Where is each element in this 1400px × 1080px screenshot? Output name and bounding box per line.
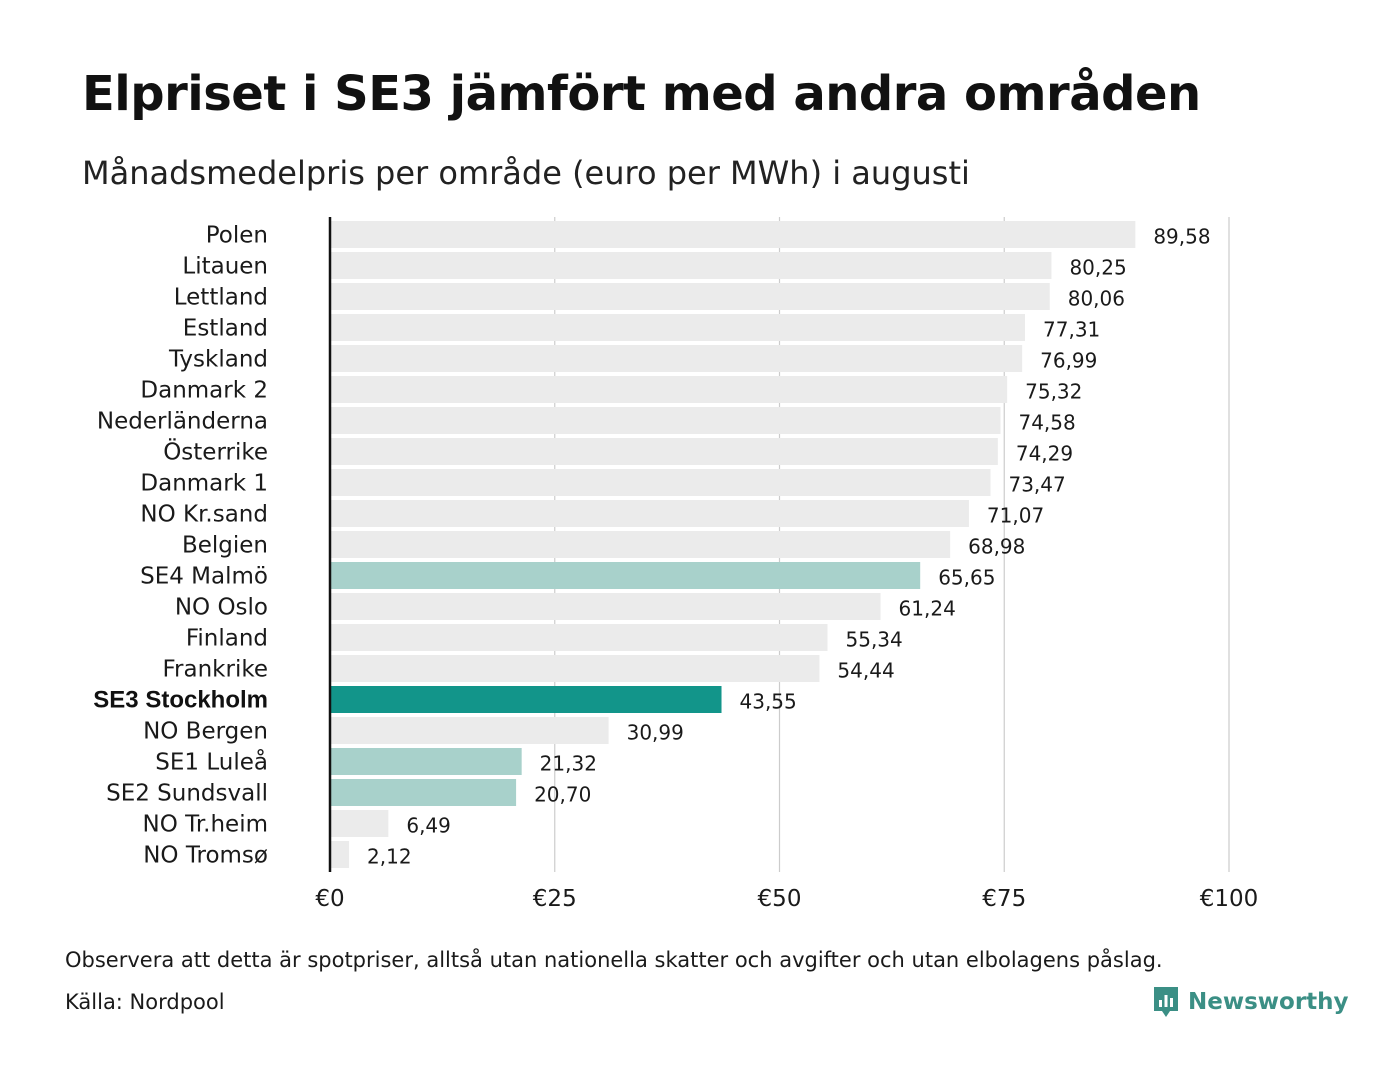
- category-label: Finland: [186, 626, 268, 652]
- category-label: Lettland: [174, 285, 268, 311]
- category-label: NO Tromsø: [143, 843, 268, 869]
- bar: [331, 562, 921, 589]
- x-tick-label: €0: [315, 886, 344, 912]
- bars: [331, 221, 1136, 868]
- data-label: 2,12: [367, 845, 412, 869]
- data-label: 68,98: [968, 535, 1025, 559]
- category-label: NO Tr.heim: [143, 812, 268, 838]
- category-label: Estland: [183, 316, 268, 342]
- category-label: NO Oslo: [175, 595, 268, 621]
- bar: [331, 314, 1026, 341]
- bar: [331, 500, 969, 527]
- category-label: SE4 Malmö: [140, 564, 268, 590]
- bar: [331, 593, 881, 620]
- chart-title: Elpriset i SE3 jämfört med andra områden: [82, 66, 1201, 122]
- bar: [331, 221, 1136, 248]
- data-label: 30,99: [627, 721, 684, 745]
- category-label: Österrike: [163, 438, 268, 466]
- data-label: 77,31: [1043, 318, 1100, 342]
- data-label: 20,70: [534, 783, 591, 807]
- category-label: NO Kr.sand: [140, 502, 268, 528]
- category-label: Danmark 2: [140, 378, 268, 404]
- category-label: SE3 Stockholm: [93, 687, 268, 714]
- bar: [331, 376, 1008, 403]
- data-label: 74,29: [1016, 442, 1073, 466]
- data-label: 76,99: [1040, 349, 1097, 373]
- category-labels: Polen Litauen Lettland Estland Tyskland Danma…: [93, 223, 268, 869]
- bar: [331, 717, 609, 744]
- bar: [331, 345, 1023, 372]
- data-label: 65,65: [938, 566, 995, 590]
- bar-chart: Polen Litauen Lettland Estland Tyskland Danma…: [93, 217, 1258, 912]
- category-label: Danmark 1: [140, 471, 268, 497]
- bar: [331, 283, 1050, 310]
- category-label: SE2 Sundsvall: [106, 781, 268, 807]
- newsworthy-logo-icon: [1154, 987, 1178, 1017]
- data-label: 75,32: [1025, 380, 1082, 404]
- chart-subtitle: Månadsmedelpris per område (euro per MWh…: [82, 154, 970, 192]
- data-label: 80,06: [1068, 287, 1125, 311]
- x-tick-label: €50: [758, 886, 802, 912]
- x-tick-label: €75: [982, 886, 1026, 912]
- data-label: 21,32: [540, 752, 597, 776]
- bar: [331, 655, 820, 682]
- data-label: 6,49: [406, 814, 451, 838]
- bar: [331, 748, 522, 775]
- category-label: NO Bergen: [143, 719, 268, 745]
- footnote: Observera att detta är spotpriser, allts…: [65, 948, 1163, 972]
- data-label: 73,47: [1008, 473, 1065, 497]
- category-label: Nederländerna: [97, 409, 268, 435]
- bar: [331, 252, 1052, 279]
- bar: [331, 779, 517, 806]
- bar: [331, 407, 1001, 434]
- bar: [331, 841, 350, 868]
- data-label: 55,34: [846, 628, 903, 652]
- data-label: 80,25: [1069, 256, 1126, 280]
- bar: [331, 531, 951, 558]
- data-label: 89,58: [1153, 225, 1210, 249]
- bar: [331, 438, 998, 465]
- data-label: 54,44: [837, 659, 894, 683]
- category-label: Tyskland: [168, 347, 268, 373]
- category-label: Polen: [206, 223, 268, 249]
- bar: [331, 810, 389, 837]
- value-labels: 89,58 80,25 80,06 77,31 76,99 75,32 74,58 74,29…: [367, 225, 1211, 869]
- source-credit: Källa: Nordpool: [65, 990, 225, 1014]
- category-label: SE1 Luleå: [155, 748, 268, 776]
- bar: [331, 469, 991, 496]
- x-tick-label: €25: [533, 886, 577, 912]
- data-label: 43,55: [740, 690, 797, 714]
- brand-name: Newsworthy: [1188, 989, 1349, 1015]
- data-label: 71,07: [987, 504, 1044, 528]
- x-axis-tick-labels: €0 €25 €50 €75 €100: [315, 886, 1258, 912]
- bar: [331, 624, 828, 651]
- x-tick-label: €100: [1200, 886, 1259, 912]
- category-label: Litauen: [182, 254, 268, 280]
- bar: [331, 686, 722, 713]
- category-label: Frankrike: [163, 657, 269, 683]
- data-label: 74,58: [1018, 411, 1075, 435]
- data-label: 61,24: [899, 597, 956, 621]
- category-label: Belgien: [182, 533, 268, 559]
- brand-logo: Newsworthy: [1152, 985, 1349, 1019]
